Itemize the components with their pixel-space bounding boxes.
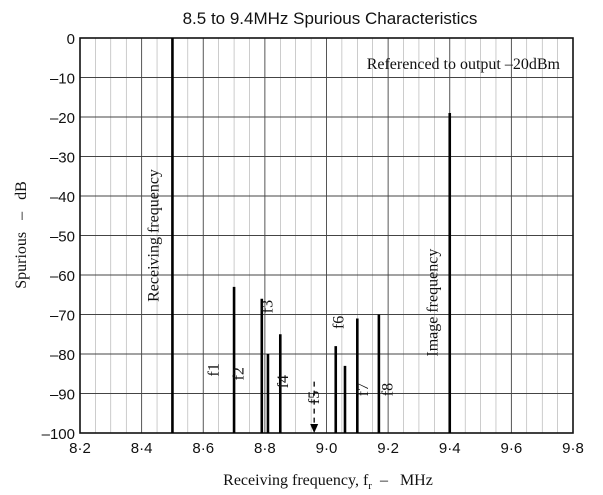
y-tick-label: –50 — [50, 229, 75, 246]
y-tick-label: –100 — [42, 426, 75, 443]
y-tick-label: –10 — [50, 71, 75, 88]
x-axis-label-main: Receiving frequency, f — [223, 472, 369, 489]
x-tick-label: 9·8 — [562, 440, 584, 457]
x-tick-label: 9·2 — [377, 440, 399, 457]
x-tick-label: 8·6 — [192, 440, 214, 457]
x-axis-label-sub: r — [368, 480, 372, 492]
x-tick-label: 8·2 — [69, 440, 91, 457]
annotation-label: f2 — [230, 367, 247, 380]
annotation-label: f1 — [206, 363, 223, 376]
annotation-label: f7 — [355, 383, 372, 396]
annotation-label: f6 — [330, 316, 347, 329]
annotation-label: Receiving frequency — [146, 169, 163, 302]
annotation-label: Image frequency — [424, 249, 441, 357]
x-axis-label-unit: – MHz — [379, 472, 433, 489]
x-tick-label: 9·4 — [439, 440, 461, 457]
y-axis-label: Spurious – dB — [13, 181, 30, 289]
annotation-label: f5 — [306, 391, 323, 404]
annotation-label: f4 — [275, 375, 292, 388]
x-tick-label: 8·8 — [254, 440, 276, 457]
x-tick-label: 8·4 — [131, 440, 153, 457]
annotations: Receiving frequency Image frequency f1 f2 f3… — [146, 169, 442, 404]
annotation-label: f3 — [260, 300, 277, 313]
plot-frame — [79, 37, 574, 434]
reference-note: Referenced to output –20dBm — [367, 56, 561, 73]
annotation-label: f8 — [380, 383, 397, 396]
y-tick-label: –90 — [50, 387, 75, 404]
y-tick-label: –80 — [50, 347, 75, 364]
x-tick-label: 9·6 — [501, 440, 523, 457]
y-tick-label: –20 — [50, 110, 75, 127]
spur-lines — [171, 38, 452, 433]
f5-arrow-head — [310, 424, 319, 433]
y-tick-label: –40 — [50, 189, 75, 206]
y-tick-label: –30 — [50, 150, 75, 167]
y-tick-label: 0 — [67, 31, 75, 48]
x-axis-label: Receiving frequency, fr – MHz — [223, 472, 433, 492]
chart-title: 8.5 to 9.4MHz Spurious Characteristics — [183, 9, 478, 28]
y-tick-label: –70 — [50, 308, 75, 325]
y-tick-label: –60 — [50, 268, 75, 285]
x-tick-label: 9·0 — [316, 440, 338, 457]
